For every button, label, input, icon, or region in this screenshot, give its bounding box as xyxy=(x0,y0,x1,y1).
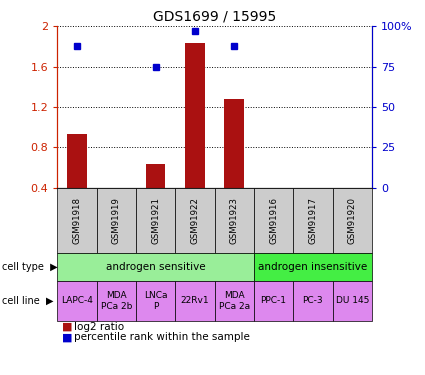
Text: cell line  ▶: cell line ▶ xyxy=(2,296,54,306)
Text: MDA
PCa 2a: MDA PCa 2a xyxy=(219,291,250,310)
Bar xyxy=(67,134,87,188)
Text: GSM91922: GSM91922 xyxy=(190,197,199,244)
Text: androgen sensitive: androgen sensitive xyxy=(106,262,205,272)
Text: cell type  ▶: cell type ▶ xyxy=(2,262,58,272)
Bar xyxy=(185,44,205,188)
Text: GSM91918: GSM91918 xyxy=(73,197,82,244)
Text: GSM91923: GSM91923 xyxy=(230,197,239,244)
Bar xyxy=(146,164,165,188)
Text: ■: ■ xyxy=(62,322,72,332)
Text: LAPC-4: LAPC-4 xyxy=(61,296,93,305)
Text: MDA
PCa 2b: MDA PCa 2b xyxy=(101,291,132,310)
Text: GSM91917: GSM91917 xyxy=(309,197,317,244)
Text: GSM91919: GSM91919 xyxy=(112,197,121,244)
Text: GSM91920: GSM91920 xyxy=(348,197,357,244)
Bar xyxy=(224,99,244,188)
Text: GSM91916: GSM91916 xyxy=(269,197,278,244)
Text: log2 ratio: log2 ratio xyxy=(74,322,125,332)
Text: 22Rv1: 22Rv1 xyxy=(181,296,209,305)
Title: GDS1699 / 15995: GDS1699 / 15995 xyxy=(153,10,276,24)
Text: LNCa
P: LNCa P xyxy=(144,291,167,310)
Text: PC-3: PC-3 xyxy=(303,296,323,305)
Text: percentile rank within the sample: percentile rank within the sample xyxy=(74,333,250,342)
Text: androgen insensitive: androgen insensitive xyxy=(258,262,368,272)
Text: GSM91921: GSM91921 xyxy=(151,197,160,244)
Text: ■: ■ xyxy=(62,333,72,342)
Text: DU 145: DU 145 xyxy=(335,296,369,305)
Text: PPC-1: PPC-1 xyxy=(261,296,286,305)
